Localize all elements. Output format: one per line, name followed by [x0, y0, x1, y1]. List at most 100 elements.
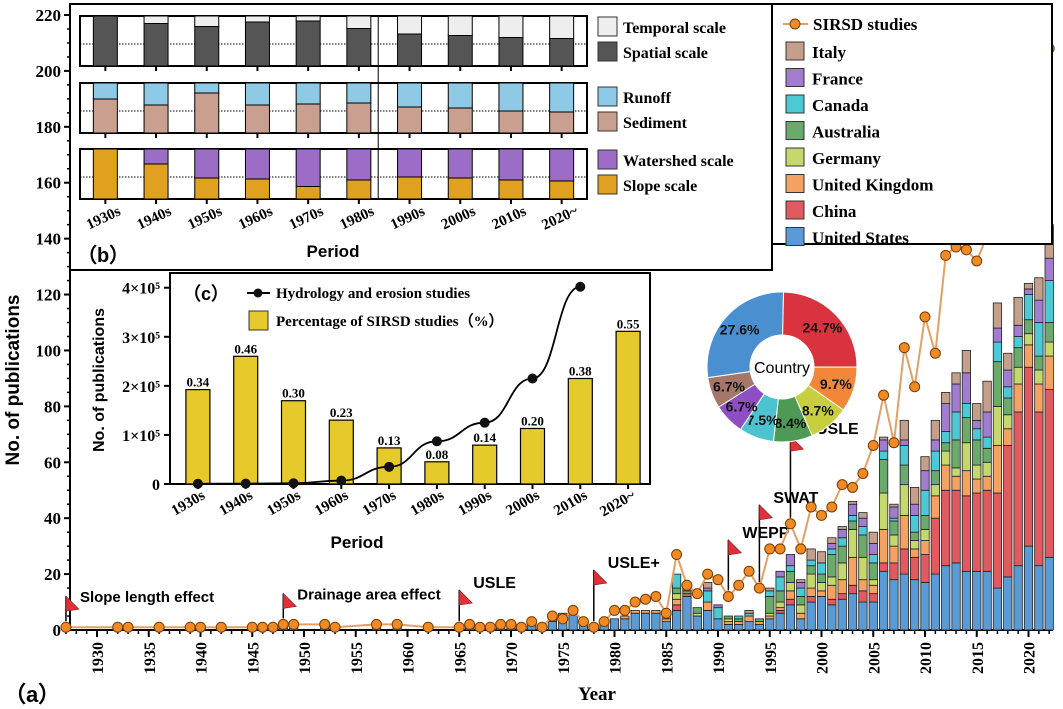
bar-segment-united-kingdom: [672, 598, 682, 606]
bar-segment-france: [1034, 299, 1044, 323]
panel-label-c: （c）: [183, 284, 229, 304]
sirsd-point: [122, 621, 134, 633]
y-tick-label-a: 120: [36, 286, 62, 305]
bar-segment-australia: [775, 590, 785, 603]
bar-segment-temporal-scale: [498, 15, 524, 38]
flag-icon: [458, 589, 473, 606]
bar-segment-slope-scale: [397, 176, 423, 200]
bar-segment-canada: [827, 548, 837, 555]
bar-segment-australia: [1034, 355, 1044, 371]
bar-segment-australia: [723, 615, 733, 620]
sirsd-point: [795, 543, 807, 555]
annotation-label: Slope length effect: [80, 589, 214, 606]
sirsd-point: [764, 543, 776, 555]
sirsd-point: [640, 593, 652, 605]
pie-slice-united-states: [706, 291, 785, 379]
bar-segment-germany: [1023, 333, 1034, 346]
percentage-bar: [328, 419, 354, 485]
bar-segment-canada: [910, 514, 920, 533]
bar-segment-united-states: [858, 601, 868, 631]
bar-segment-temporal-scale: [549, 15, 575, 39]
bar-segment-united-states: [972, 570, 982, 631]
bar-segment-runoff: [346, 82, 372, 104]
x-tick-label-a: 2015: [970, 642, 987, 674]
sirsd-point: [629, 596, 641, 608]
legend-label-b: Sediment: [623, 115, 688, 132]
bar-segment-australia: [692, 607, 702, 614]
bar-segment-australia: [754, 618, 765, 623]
sirsd-point: [847, 481, 859, 493]
bar-segment-italy: [816, 551, 827, 564]
bar-segment-china: [889, 562, 899, 581]
annotation-label: SWAT: [773, 490, 818, 507]
bar-segment-canada: [889, 517, 899, 522]
sirsd-point: [660, 607, 672, 619]
legend-label-b: Spatial scale: [623, 45, 708, 62]
bar-segment-italy: [982, 380, 992, 413]
bar-segment-france: [889, 506, 899, 519]
bar-segment-france: [961, 372, 972, 404]
legend-swatch-b: [597, 111, 618, 132]
bar-segment-france: [775, 570, 785, 578]
bar-segment-runoff: [92, 82, 118, 100]
sirsd-point: [681, 579, 693, 591]
sirsd-point: [650, 590, 662, 602]
bar-segment-united-states: [692, 615, 702, 631]
sirsd-point: [453, 621, 465, 633]
bar-segment-canada: [703, 590, 713, 603]
bar-segment-china: [941, 489, 951, 567]
hydrology-point: [192, 478, 203, 489]
pie-data-label: 8.7%: [802, 403, 834, 419]
bar-segment-canada: [899, 445, 909, 466]
bar-segment-germany: [1003, 414, 1013, 430]
bar-segment-sediment: [194, 92, 220, 134]
sirsd-point: [919, 311, 931, 323]
bar-segment-temporal-scale: [295, 15, 321, 22]
legend-swatch-b: [597, 86, 618, 107]
bar-segment-australia: [930, 470, 940, 486]
bar-segment-united-states: [1044, 556, 1054, 631]
bar-data-label: 0.46: [234, 341, 257, 356]
sirsd-point: [422, 621, 434, 633]
bar-segment-france: [910, 503, 920, 516]
y-tick-label-c: 3×10⁵: [122, 330, 160, 347]
bar-segment-germany: [723, 618, 733, 623]
bar-segment-united-kingdom: [899, 514, 909, 550]
legend-swatch-c: [248, 310, 269, 331]
bar-segment-australia: [868, 562, 878, 581]
sirsd-point: [536, 621, 548, 633]
bar-segment-sediment: [295, 103, 321, 134]
bar-segment-united-kingdom: [651, 610, 661, 614]
bar-segment-spatial-scale: [295, 20, 321, 67]
hydrology-point: [575, 281, 586, 292]
sirsd-point: [712, 574, 724, 586]
percentage-bar: [519, 427, 546, 485]
bar-segment-germany: [961, 442, 972, 472]
bar-segment-france: [930, 439, 940, 452]
bar-segment-united-kingdom: [992, 445, 1003, 494]
bar-segment-italy: [827, 537, 837, 544]
bar-segment-china: [672, 604, 682, 611]
x-tick-label-a: 1985: [659, 642, 676, 674]
bar-segment-sediment: [244, 104, 270, 134]
sirsd-point: [733, 579, 745, 591]
percentage-bar: [185, 389, 211, 485]
sirsd-point: [526, 616, 538, 628]
bar-segment-canada: [1044, 280, 1054, 323]
bar-segment-china: [951, 489, 961, 564]
x-axis-label-b: Period: [307, 242, 360, 261]
y-tick-label-c: 1×10⁵: [122, 428, 160, 445]
bar-segment-temporal-scale: [244, 15, 270, 23]
bar-segment-germany: [775, 601, 785, 609]
percentage-bar: [424, 461, 450, 485]
bar-segment-france: [879, 439, 889, 452]
bar-segment-united-states: [640, 612, 651, 631]
percentage-bar: [280, 400, 307, 485]
legend-swatch: [785, 121, 805, 140]
x-tick-label-a: 2000: [815, 642, 832, 674]
annotation-label: USLE: [473, 575, 516, 592]
bar-segment-italy: [1003, 352, 1013, 371]
bar-segment-watershed-scale: [447, 148, 473, 179]
bar-segment-united-kingdom: [785, 590, 796, 600]
y-tick-label-c: 2×10⁵: [122, 379, 160, 396]
